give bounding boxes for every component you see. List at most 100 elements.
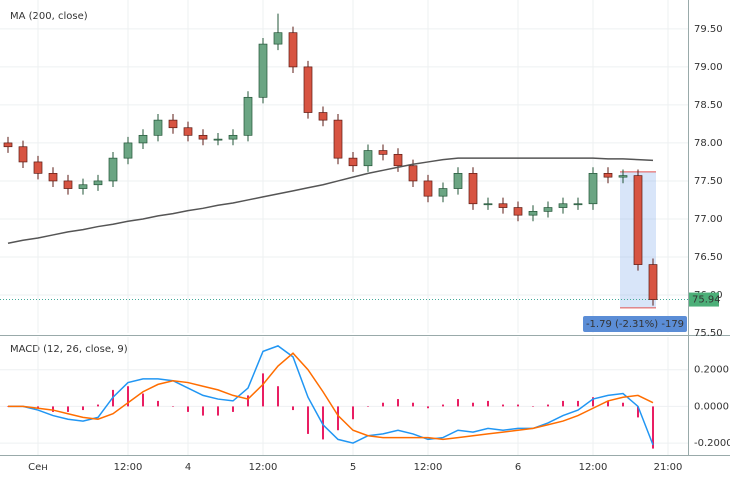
candle-body: [423, 180, 433, 197]
candle-body: [453, 172, 463, 189]
x-tick-label: 6: [515, 462, 521, 473]
histogram-bar: [547, 404, 549, 407]
histogram-bar: [277, 386, 279, 407]
candle-body: [558, 203, 568, 208]
histogram-bar: [412, 402, 414, 407]
candle-body: [303, 66, 313, 113]
candle-body: [93, 180, 103, 186]
candle-body: [543, 207, 553, 212]
histogram-bar: [442, 404, 444, 407]
histogram-bar: [427, 406, 429, 409]
histogram-bar: [217, 406, 219, 416]
histogram-bar: [232, 406, 234, 412]
candle-body: [318, 112, 328, 121]
y-tick-label: 78.00: [694, 138, 723, 149]
x-tick-label: 4: [185, 462, 191, 473]
candle-body: [633, 175, 643, 265]
candle-body: [333, 119, 343, 159]
candle-body: [273, 32, 283, 45]
histogram-bar: [142, 393, 144, 407]
histogram-bar: [262, 373, 264, 407]
candle-body: [648, 264, 658, 300]
y-tick-label: 75.50: [694, 328, 723, 339]
candle-body: [108, 157, 118, 182]
candle-body: [498, 203, 508, 208]
candle-body: [483, 203, 493, 206]
x-tick-label: 5: [350, 462, 356, 473]
candle-body: [393, 153, 403, 167]
candle-body: [63, 180, 73, 189]
series-line: [7, 157, 654, 245]
candle-body: [438, 188, 448, 197]
candle-body: [618, 175, 628, 178]
histogram-bar: [652, 406, 654, 449]
y-tick-label: 76.50: [694, 252, 723, 263]
candle-body: [363, 150, 373, 167]
y-tick-label: 0.0000: [694, 401, 729, 412]
histogram-bar: [307, 406, 309, 434]
histogram-bar: [622, 402, 624, 407]
x-tick-label: 12:00: [414, 462, 443, 473]
x-tick-label: Сен: [28, 462, 48, 473]
candle-body: [153, 119, 163, 136]
candle-body: [588, 172, 598, 205]
candle-body: [528, 211, 538, 216]
last-price-label: 75.94: [692, 295, 721, 306]
histogram-bar: [562, 400, 564, 407]
histogram-bar: [172, 406, 174, 407]
histogram-bar: [592, 397, 594, 407]
histogram-bar: [352, 406, 354, 420]
x-tick-label: 12:00: [249, 462, 278, 473]
histogram-bar: [472, 402, 474, 407]
x-tick-label: 12:00: [114, 462, 143, 473]
histogram-bar: [187, 406, 189, 412]
histogram-bar: [367, 406, 369, 407]
last-price-bg: [689, 292, 719, 307]
histogram-bar: [322, 406, 324, 440]
candle-body: [408, 165, 418, 182]
candle-body: [33, 161, 43, 174]
measure-label-bg: [583, 316, 687, 332]
y-tick-label: 0.2000: [694, 365, 729, 376]
x-tick-label: 12:00: [579, 462, 608, 473]
histogram-bar: [517, 404, 519, 407]
candle-body: [378, 150, 388, 155]
y-tick-label: -0.2000: [694, 438, 730, 449]
candle-body: [213, 138, 223, 141]
candle-body: [243, 96, 253, 136]
y-tick-label: 79.50: [694, 24, 723, 35]
histogram-bar: [532, 406, 534, 407]
histogram-bar: [337, 406, 339, 431]
histogram-bar: [382, 402, 384, 407]
histogram-bar: [82, 406, 84, 411]
candle-body: [468, 172, 478, 205]
series-line: [8, 352, 654, 441]
histogram-bar: [457, 399, 459, 407]
histogram-bar: [67, 406, 69, 412]
macd-legend: MACD (12, 26, close, 9): [10, 344, 128, 355]
histogram-bar: [157, 400, 159, 407]
histogram-bar: [487, 400, 489, 407]
y-tick-label: 77.00: [694, 214, 723, 225]
candle-body: [3, 142, 13, 148]
y-tick-label: 77.50: [694, 176, 723, 187]
y-tick-label: 79.00: [694, 62, 723, 73]
histogram-bar: [202, 406, 204, 416]
candle-body: [198, 134, 208, 140]
histogram-bar: [52, 406, 54, 412]
histogram-bar: [37, 406, 39, 409]
main-legend: MA (200, close): [10, 11, 88, 22]
histogram-bar: [127, 386, 129, 407]
candle-body: [288, 32, 298, 68]
candle-body: [123, 142, 133, 159]
candle-body: [183, 127, 193, 136]
candle-body: [258, 43, 268, 98]
series-line: [8, 345, 654, 446]
histogram-bar: [97, 404, 99, 407]
x-tick-label: 21:00: [654, 462, 683, 473]
histogram-bar: [577, 400, 579, 407]
histogram-bar: [637, 406, 639, 418]
candle-body: [18, 146, 28, 163]
